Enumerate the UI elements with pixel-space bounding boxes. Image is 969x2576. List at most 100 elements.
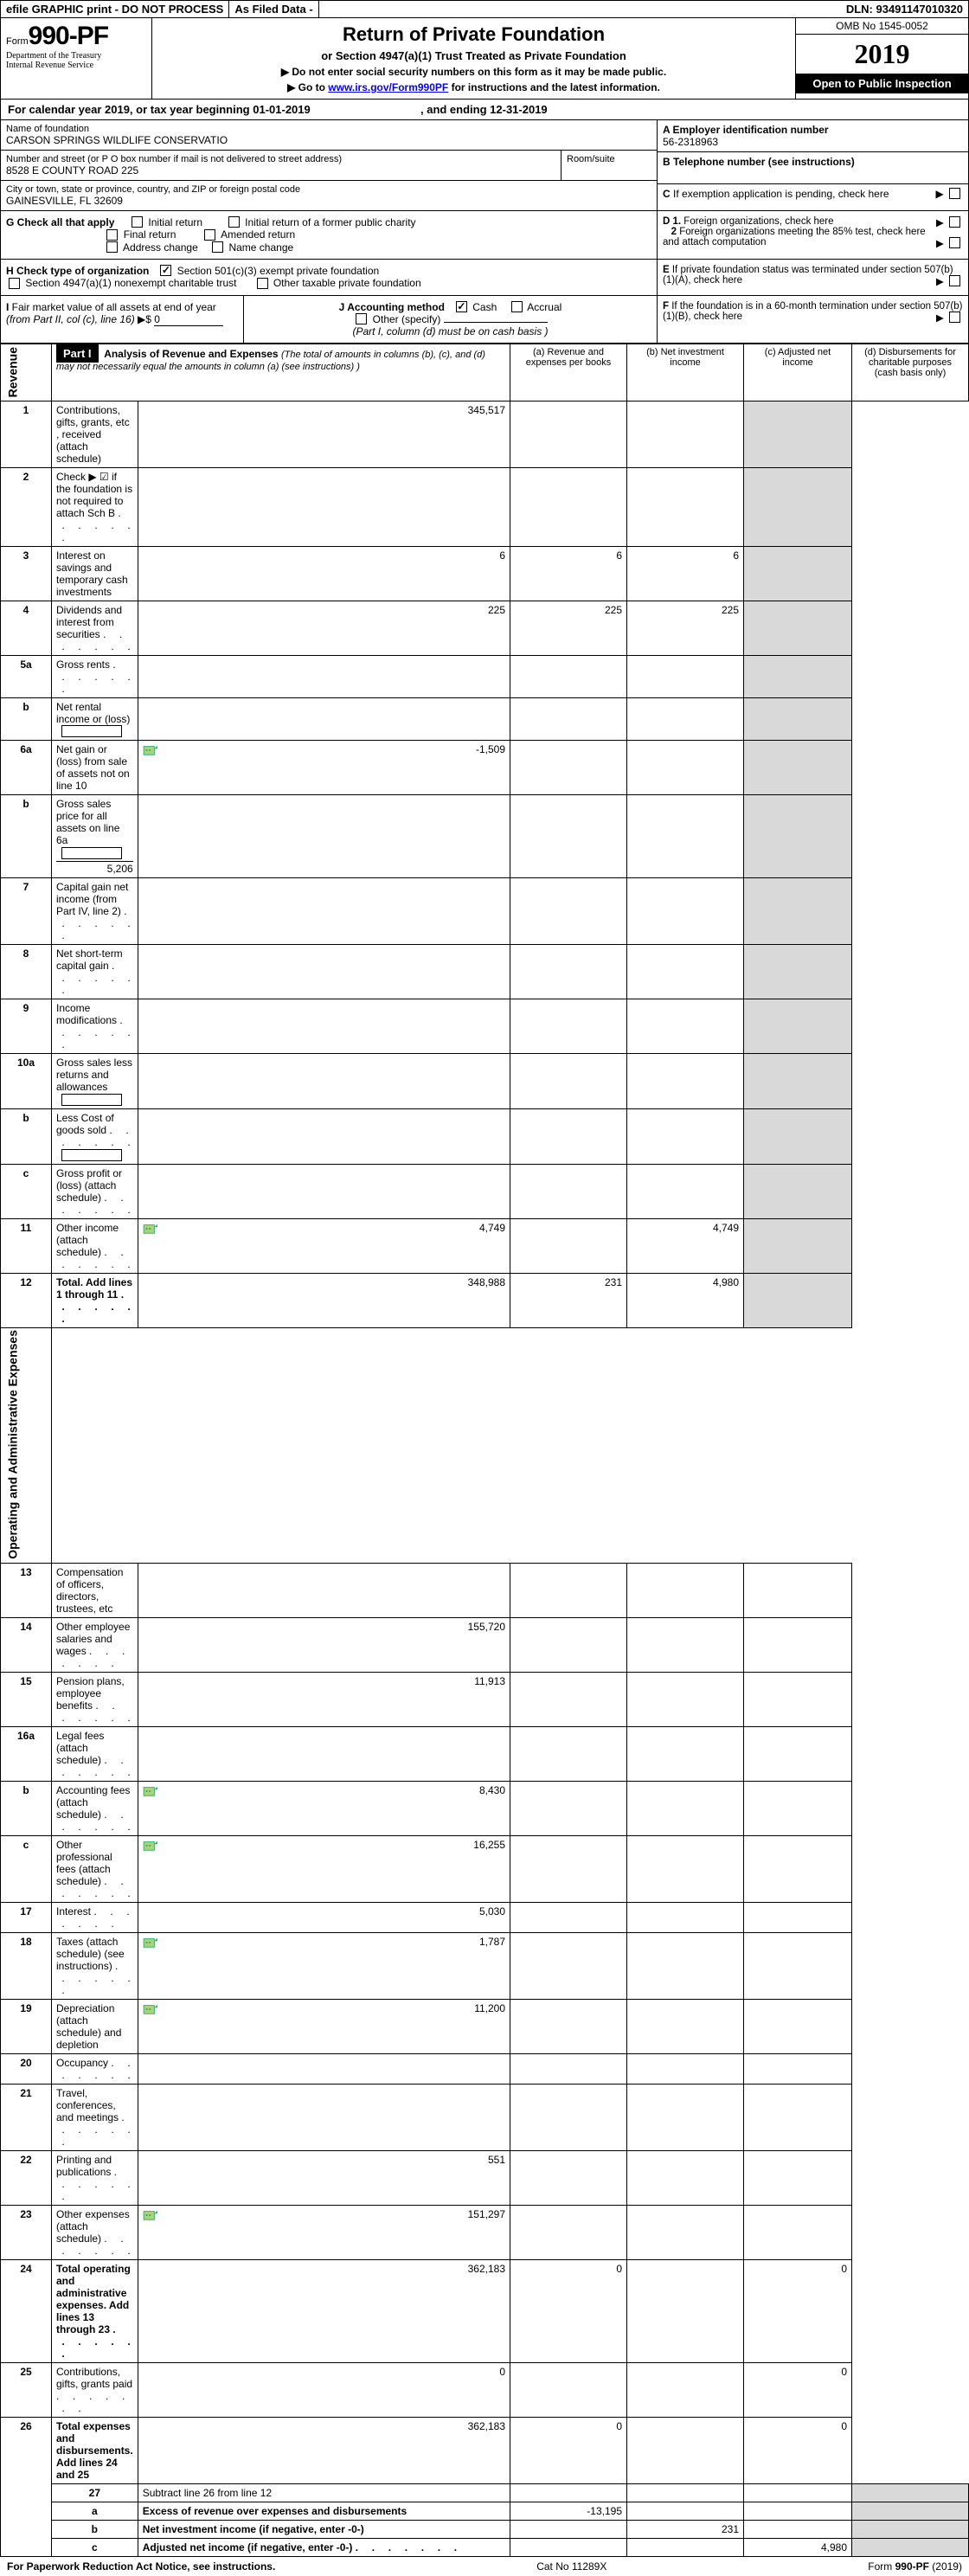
form-warning2: ▶ Go to www.irs.gov/Form990PF for instru… xyxy=(161,81,786,93)
table-row: 2Check ▶ ☑ if the foundation is not requ… xyxy=(1,467,969,546)
open-to-public: Open to Public Inspection xyxy=(796,74,968,93)
cb-other-method[interactable] xyxy=(356,313,367,324)
omb-number: OMB No 1545-0052 xyxy=(796,18,968,35)
cb-amended-return[interactable] xyxy=(204,229,215,241)
schedule-icon[interactable] xyxy=(143,1937,158,1949)
footer-left: For Paperwork Reduction Act Notice, see … xyxy=(7,2560,275,2573)
form-title: Return of Private Foundation xyxy=(161,23,786,46)
table-row: 27Subtract line 26 from line 12 xyxy=(1,2483,969,2502)
dln: DLN: 93491147010320 xyxy=(841,1,968,17)
cb-initial-former[interactable] xyxy=(228,216,240,228)
expenses-label: Operating and Administrative Expenses xyxy=(1,1327,52,1563)
table-row: 26Total expenses and disbursements. Add … xyxy=(1,2417,969,2483)
calendar-year-row: For calendar year 2019, or tax year begi… xyxy=(0,100,969,120)
title-block: Return of Private Foundation or Section … xyxy=(152,18,795,99)
top-bar: efile GRAPHIC print - DO NOT PROCESS As … xyxy=(0,0,969,18)
cb-cash[interactable] xyxy=(456,301,467,312)
table-row: 21Travel, conferences, and meetings . . … xyxy=(1,2084,969,2150)
revenue-label: Revenue xyxy=(1,344,52,401)
table-row: 19Depreciation (attach schedule) and dep… xyxy=(1,1999,969,2053)
table-row: bGross sales price for all assets on lin… xyxy=(1,795,969,878)
schedule-icon[interactable] xyxy=(143,2209,158,2221)
page-footer: For Paperwork Reduction Act Notice, see … xyxy=(0,2557,969,2576)
city-cell: City or town, state or province, country… xyxy=(1,181,657,210)
col-d-header: (d) Disbursements for charitable purpose… xyxy=(852,344,969,401)
schedule-icon[interactable] xyxy=(143,1785,158,1797)
col-a-header: (a) Revenue and expenses per books xyxy=(510,344,627,401)
schedule-icon[interactable] xyxy=(143,1840,158,1852)
table-row: 24Total operating and administrative exp… xyxy=(1,2259,969,2362)
table-row: 14Other employee salaries and wages . . … xyxy=(1,1617,969,1672)
table-row: 4Dividends and interest from securities … xyxy=(1,601,969,655)
checkbox-c[interactable] xyxy=(949,188,960,199)
schedule-icon[interactable] xyxy=(143,2003,158,2015)
ein-cell: A Employer identification number 56-2318… xyxy=(658,120,968,152)
form-header: Form990-PF Department of the Treasury In… xyxy=(0,18,969,100)
table-row: 8Net short-term capital gain . . . . . .… xyxy=(1,945,969,999)
table-row: aExcess of revenue over expenses and dis… xyxy=(1,2502,969,2520)
phone-cell: B Telephone number (see instructions) xyxy=(658,152,968,184)
table-row: 22Printing and publications . . . . . . … xyxy=(1,2150,969,2205)
table-row: 23Other expenses (attach schedule) . . .… xyxy=(1,2205,969,2259)
tax-year: 2019 xyxy=(796,35,968,74)
address-cell: Number and street (or P O box number if … xyxy=(1,151,657,181)
exemption-cell: C C If exemption application is pending,… xyxy=(658,184,968,203)
table-row: cGross profit or (loss) (attach schedule… xyxy=(1,1164,969,1218)
efile-label: efile GRAPHIC print - DO NOT PROCESS xyxy=(1,1,229,17)
cb-4947[interactable] xyxy=(9,278,20,289)
cb-address-change[interactable] xyxy=(106,241,118,253)
schedule-icon[interactable] xyxy=(143,744,158,756)
footer-formref: Form 990-PF (2019) xyxy=(868,2560,962,2573)
table-row: bAccounting fees (attach schedule) . . .… xyxy=(1,1781,969,1835)
fmv-value: 0 xyxy=(154,313,223,326)
col-b-header: (b) Net investment income xyxy=(627,344,744,401)
footer-catno: Cat No 11289X xyxy=(536,2560,606,2573)
table-row: 16aLegal fees (attach schedule) . . . . … xyxy=(1,1726,969,1781)
table-row: 15Pension plans, employee benefits . . .… xyxy=(1,1672,969,1726)
section-g: G Check all that apply Initial return In… xyxy=(0,211,969,260)
cb-f[interactable] xyxy=(949,312,960,323)
table-row: 17Interest . . . . . . .5,030 xyxy=(1,1902,969,1932)
table-row: bNet rental income or (loss) xyxy=(1,697,969,741)
cb-final-return[interactable] xyxy=(106,229,118,241)
table-row: bLess Cost of goods sold . . . . . . . xyxy=(1,1109,969,1165)
cb-accrual[interactable] xyxy=(511,301,523,312)
foundation-name-cell: Name of foundation CARSON SPRINGS WILDLI… xyxy=(1,120,657,151)
table-row: 20Occupancy . . . . . . . xyxy=(1,2053,969,2084)
cb-d2[interactable] xyxy=(949,237,960,248)
section-h: H Check type of organization Section 501… xyxy=(0,260,969,296)
table-row: 25Contributions, gifts, grants paid . . … xyxy=(1,2362,969,2417)
table-row: cOther professional fees (attach schedul… xyxy=(1,1835,969,1902)
part1-label: Part I xyxy=(56,344,99,363)
table-row: cAdjusted net income (if negative, enter… xyxy=(1,2538,969,2556)
cb-initial-return[interactable] xyxy=(132,216,143,228)
table-row: 13Compensation of officers, directors, t… xyxy=(1,1563,969,1617)
part1-table: Revenue Part I Analysis of Revenue and E… xyxy=(0,344,969,2556)
cb-e[interactable] xyxy=(949,275,960,286)
info-grid: Name of foundation CARSON SPRINGS WILDLI… xyxy=(0,120,969,211)
table-row: 18Taxes (attach schedule) (see instructi… xyxy=(1,1932,969,1999)
cb-name-change[interactable] xyxy=(212,241,223,253)
form-warning1: ▶ Do not enter social security numbers o… xyxy=(161,66,786,78)
table-row: 9Income modifications . . . . . . . xyxy=(1,999,969,1054)
year-block: OMB No 1545-0052 2019 Open to Public Ins… xyxy=(795,18,968,99)
cb-501c3[interactable] xyxy=(160,265,171,276)
table-row: 6aNet gain or (loss) from sale of assets… xyxy=(1,741,969,795)
form-id-block: Form990-PF Department of the Treasury In… xyxy=(1,18,152,99)
schedule-icon[interactable] xyxy=(143,1223,158,1235)
cb-d1[interactable] xyxy=(949,216,960,228)
table-row: 5aGross rents . . . . . . . xyxy=(1,655,969,697)
table-row: 1Contributions, gifts, grants, etc , rec… xyxy=(1,401,969,467)
cb-other-taxable[interactable] xyxy=(257,278,268,289)
form-subtitle: or Section 4947(a)(1) Trust Treated as P… xyxy=(161,49,786,62)
col-c-header: (c) Adjusted net income xyxy=(744,344,852,401)
instructions-link[interactable]: www.irs.gov/Form990PF xyxy=(328,81,448,93)
table-row: 11Other income (attach schedule) . . . .… xyxy=(1,1218,969,1273)
section-i: I Fair market value of all assets at end… xyxy=(0,296,969,344)
table-row: bNet investment income (if negative, ent… xyxy=(1,2520,969,2538)
table-row: 7Capital gain net income (from Part IV, … xyxy=(1,878,969,945)
table-row: 3Interest on savings and temporary cash … xyxy=(1,546,969,601)
table-row: 10aGross sales less returns and allowanc… xyxy=(1,1054,969,1109)
table-row: 12Total. Add lines 1 through 11 . . . . … xyxy=(1,1273,969,1327)
asfiled-label: As Filed Data - xyxy=(229,1,318,17)
